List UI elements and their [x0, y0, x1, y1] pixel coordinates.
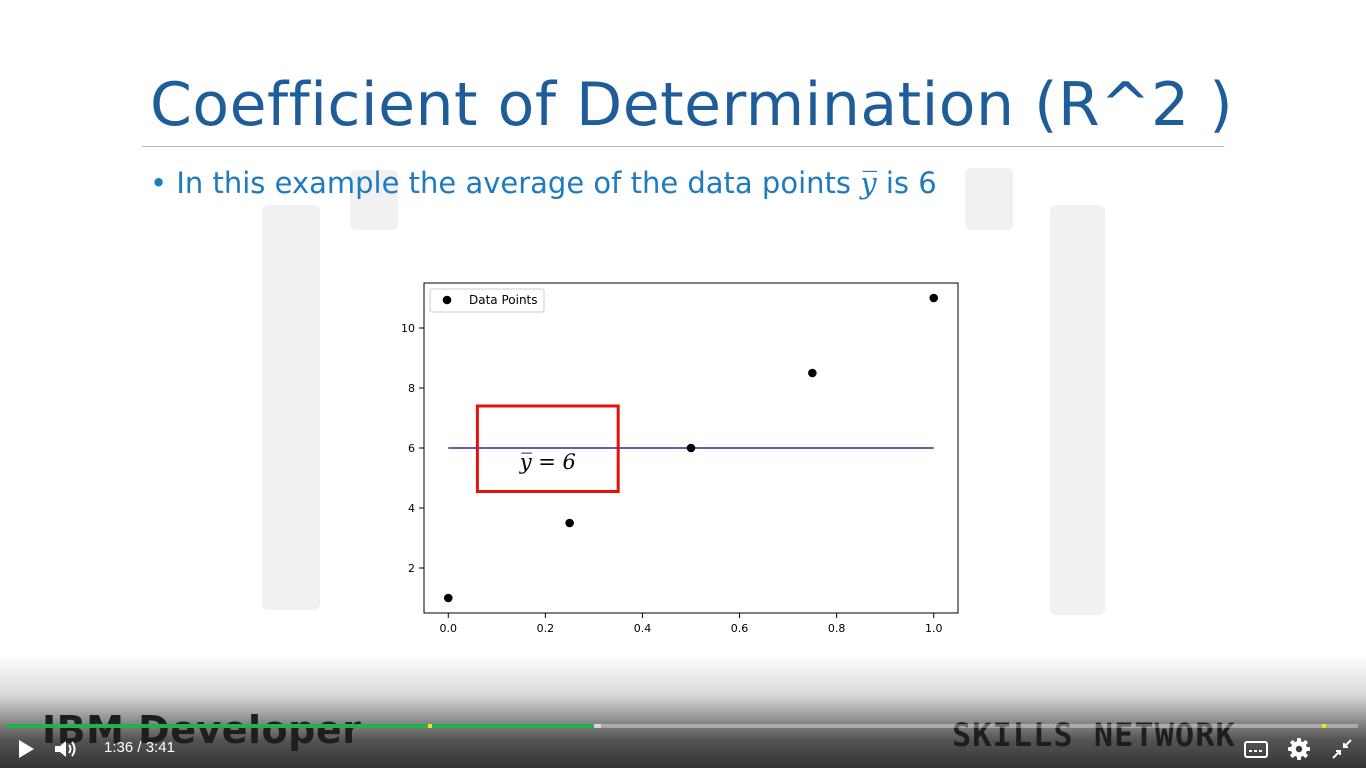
- skills-network-watermark: SKILLS NETWORK: [952, 716, 1236, 754]
- player-controls: 1:36 / 3:41: [0, 732, 1366, 768]
- x-tick-label: 1.0: [925, 622, 943, 635]
- duration: 3:41: [145, 739, 175, 756]
- legend-marker: [442, 295, 452, 305]
- bullet-text: In this example the average of the data …: [176, 166, 851, 200]
- time-separator: /: [137, 739, 142, 756]
- y-tick-label: 10: [401, 322, 415, 335]
- background-shape: [965, 168, 1013, 230]
- data-point: [686, 443, 696, 453]
- background-shape: [1050, 205, 1105, 615]
- gear-icon: [1288, 738, 1310, 760]
- bullet-suffix: is 6: [885, 166, 937, 200]
- chapter-marker[interactable]: [428, 724, 432, 728]
- data-point: [565, 518, 574, 528]
- legend-label: Data Points: [469, 293, 538, 307]
- y-tick-label: 4: [408, 502, 415, 515]
- bullet-marker: •: [150, 166, 168, 200]
- annotation-box: [475, 404, 620, 493]
- y-bar-symbol: y̅: [860, 166, 877, 200]
- bullet-point: • In this example the average of the dat…: [150, 166, 937, 200]
- exit-fullscreen-icon: [1332, 739, 1352, 759]
- data-point: [808, 368, 817, 378]
- volume-icon: [55, 741, 76, 757]
- chapter-marker[interactable]: [1322, 724, 1326, 728]
- slide-title: Coefficient of Determination (R^2 ): [150, 70, 1234, 140]
- title-divider: [142, 146, 1224, 147]
- x-tick-label: 0.8: [828, 622, 846, 635]
- ibm-developer-watermark: IBM Developer: [42, 708, 362, 752]
- volume-button[interactable]: [53, 738, 79, 764]
- y-tick-label: 2: [408, 562, 415, 575]
- captions-icon: [1244, 741, 1268, 758]
- data-point: [443, 593, 453, 603]
- progress-bar[interactable]: [6, 724, 1358, 728]
- captions-button[interactable]: [1243, 738, 1269, 764]
- legend-box: [429, 288, 545, 313]
- background-shape: [350, 170, 398, 230]
- background-shape: [262, 205, 320, 610]
- progress-played: [6, 724, 595, 728]
- x-tick-label: 0.0: [440, 622, 458, 635]
- video-overlay-gradient: [0, 655, 1366, 768]
- time-display: 1:36 / 3:41: [104, 739, 175, 756]
- exit-fullscreen-button[interactable]: [1330, 738, 1354, 764]
- play-button[interactable]: [16, 738, 36, 764]
- data-point: [929, 293, 939, 303]
- x-tick-label: 0.4: [634, 622, 652, 635]
- x-tick-label: 0.6: [731, 622, 749, 635]
- annotation-label: y̅ = 6: [519, 450, 576, 474]
- x-tick-label: 0.2: [537, 622, 555, 635]
- current-time: 1:36: [104, 739, 134, 756]
- settings-button[interactable]: [1287, 737, 1311, 765]
- y-tick-label: 8: [408, 382, 415, 395]
- y-tick-label: 6: [408, 442, 415, 455]
- play-icon: [19, 740, 34, 758]
